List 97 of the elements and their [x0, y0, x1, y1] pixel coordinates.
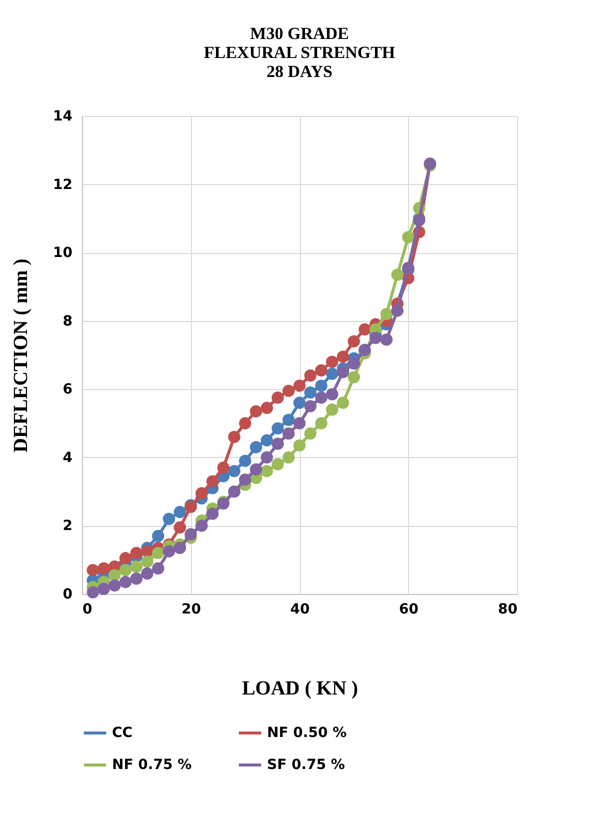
point: [293, 439, 306, 452]
y-tick-label: 2: [62, 518, 72, 534]
point: [152, 530, 164, 542]
point: [130, 572, 142, 585]
point: [293, 380, 306, 392]
point: [380, 308, 393, 320]
point: [358, 323, 371, 336]
point: [402, 231, 414, 244]
y-tick-label: 6: [62, 382, 72, 398]
point: [141, 567, 154, 580]
point: [206, 475, 219, 488]
point: [282, 414, 295, 426]
x-tick-label: 40: [290, 602, 310, 618]
point: [260, 464, 273, 478]
point: [272, 422, 284, 435]
legend-label: SF 0.75 %: [267, 757, 345, 773]
point: [304, 427, 316, 440]
point: [272, 392, 284, 404]
point: [152, 546, 164, 560]
point: [315, 364, 328, 376]
point: [336, 366, 350, 378]
legend-label: NF 0.75 %: [112, 757, 192, 773]
point: [315, 417, 328, 430]
point: [98, 582, 110, 595]
point: [336, 350, 350, 363]
point: [86, 564, 99, 576]
point: [206, 508, 219, 520]
point: [108, 569, 121, 582]
point: [174, 542, 186, 554]
point: [260, 451, 273, 464]
point: [348, 357, 360, 370]
point: [217, 462, 230, 474]
point: [108, 579, 121, 592]
point: [272, 458, 284, 470]
point: [228, 464, 240, 478]
point: [250, 405, 262, 418]
point: [326, 368, 338, 380]
point: [239, 474, 252, 486]
point: [391, 304, 404, 317]
y-tick-label: 8: [62, 313, 72, 330]
point: [141, 555, 154, 568]
y-tick-label: 4: [62, 450, 73, 466]
point: [293, 417, 306, 430]
legend-label: NF 0.50 %: [267, 725, 347, 741]
point: [184, 528, 197, 540]
point: [196, 520, 208, 532]
y-tick-label: 0: [62, 586, 73, 602]
point: [119, 576, 132, 588]
x-tick-label: 80: [498, 602, 518, 618]
point: [380, 334, 393, 346]
point: [174, 521, 186, 534]
y-tick-label: 12: [53, 176, 72, 193]
point: [86, 586, 99, 598]
point: [336, 396, 350, 409]
x-axis-title: LOAD ( KN ): [242, 678, 358, 700]
point: [174, 506, 186, 518]
point: [130, 560, 142, 573]
point: [326, 356, 338, 368]
point: [282, 427, 295, 440]
point: [391, 268, 404, 281]
x-tick-label: 60: [399, 602, 419, 618]
point: [239, 417, 252, 430]
point: [315, 392, 328, 404]
y-tick-label: 14: [53, 108, 73, 124]
point: [162, 512, 176, 525]
point: [228, 430, 240, 444]
point: [326, 404, 338, 416]
point: [98, 562, 110, 575]
point: [370, 332, 382, 344]
point: [348, 335, 360, 348]
point: [293, 396, 306, 409]
point: [250, 441, 262, 454]
point: [282, 451, 295, 464]
point: [304, 400, 316, 412]
point: [196, 487, 208, 500]
point: [130, 546, 142, 560]
point: [239, 454, 252, 467]
legend-label: CC: [112, 725, 133, 741]
point: [260, 402, 273, 414]
point: [326, 388, 338, 400]
point: [250, 463, 262, 476]
point: [348, 371, 360, 384]
point: [304, 386, 316, 399]
point: [162, 545, 176, 558]
point: [282, 384, 295, 397]
y-tick-label: 10: [53, 245, 73, 262]
point: [152, 562, 164, 575]
y-axis-title: DEFLECTION ( mm ): [10, 258, 32, 452]
point: [304, 369, 316, 382]
point: [260, 434, 273, 446]
x-tick-label: 20: [182, 602, 202, 618]
point: [119, 564, 132, 576]
point: [119, 552, 132, 564]
x-tick-label: 0: [82, 602, 92, 618]
point: [315, 380, 328, 392]
chart-title: M30 GRADE FLEXURAL STRENGTH 28 DAYS: [204, 24, 396, 81]
point: [272, 438, 284, 450]
